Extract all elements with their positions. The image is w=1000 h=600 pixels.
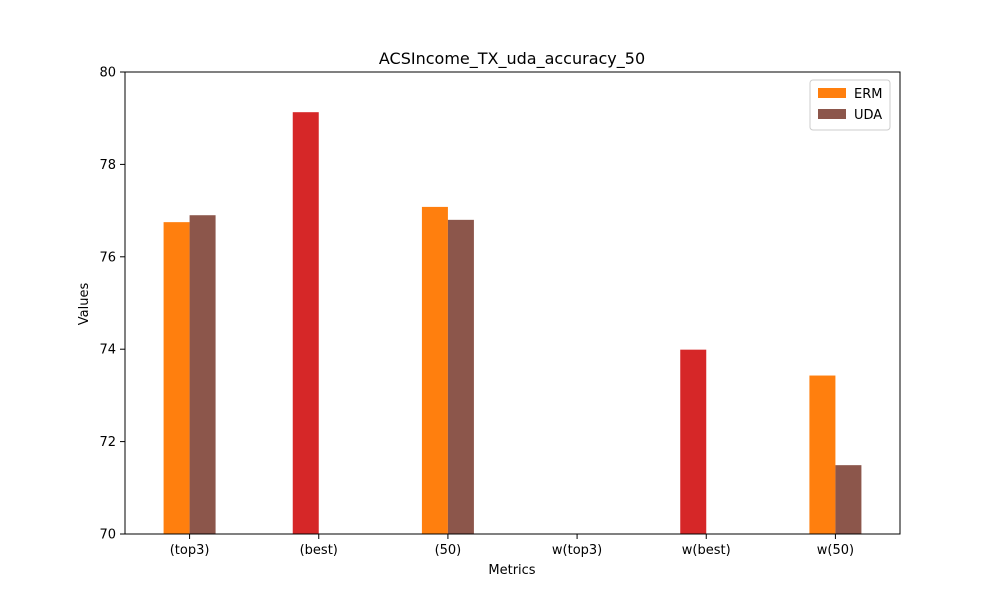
y-axis: 70 72 74 76 78 80 <box>99 66 125 543</box>
y-axis-label: Values <box>77 283 92 326</box>
legend-label-uda: UDA <box>854 108 882 123</box>
bar-erm-2 <box>421 206 448 535</box>
x-tick-label: w(top3) <box>552 543 602 558</box>
x-tick-label: (best) <box>300 543 338 558</box>
bar-single-1 <box>292 112 319 534</box>
x-tick-label: (top3) <box>170 543 210 558</box>
bar-single-4 <box>680 349 707 534</box>
x-axis-label: Metrics <box>488 563 535 578</box>
legend-swatch-erm <box>818 88 846 98</box>
plot-frame <box>124 71 901 535</box>
x-tick-label: w(best) <box>682 543 731 558</box>
chart-title: ACSIncome_TX_uda_accuracy_50 <box>379 49 645 69</box>
y-tick-label: 78 <box>99 158 116 173</box>
legend: ERM UDA <box>809 79 891 131</box>
x-tick-label: w(50) <box>817 543 854 558</box>
bars-layer <box>163 112 862 535</box>
legend-label-erm: ERM <box>854 87 882 102</box>
bar-uda-5 <box>835 465 862 534</box>
bar-erm-5 <box>809 375 836 534</box>
bar-erm-0 <box>163 222 190 534</box>
y-tick-label: 74 <box>99 343 116 358</box>
y-tick-label: 70 <box>99 528 116 543</box>
legend-swatch-uda <box>818 109 846 119</box>
bar-uda-0 <box>189 215 216 534</box>
y-tick-label: 80 <box>99 66 116 81</box>
y-tick-label: 72 <box>99 435 116 450</box>
y-tick-label: 76 <box>99 250 116 265</box>
x-axis: (top3) (best) (50) w(top3) w(best) w(50) <box>170 534 854 558</box>
x-tick-label: (50) <box>435 543 462 558</box>
bar-uda-2 <box>447 219 474 534</box>
